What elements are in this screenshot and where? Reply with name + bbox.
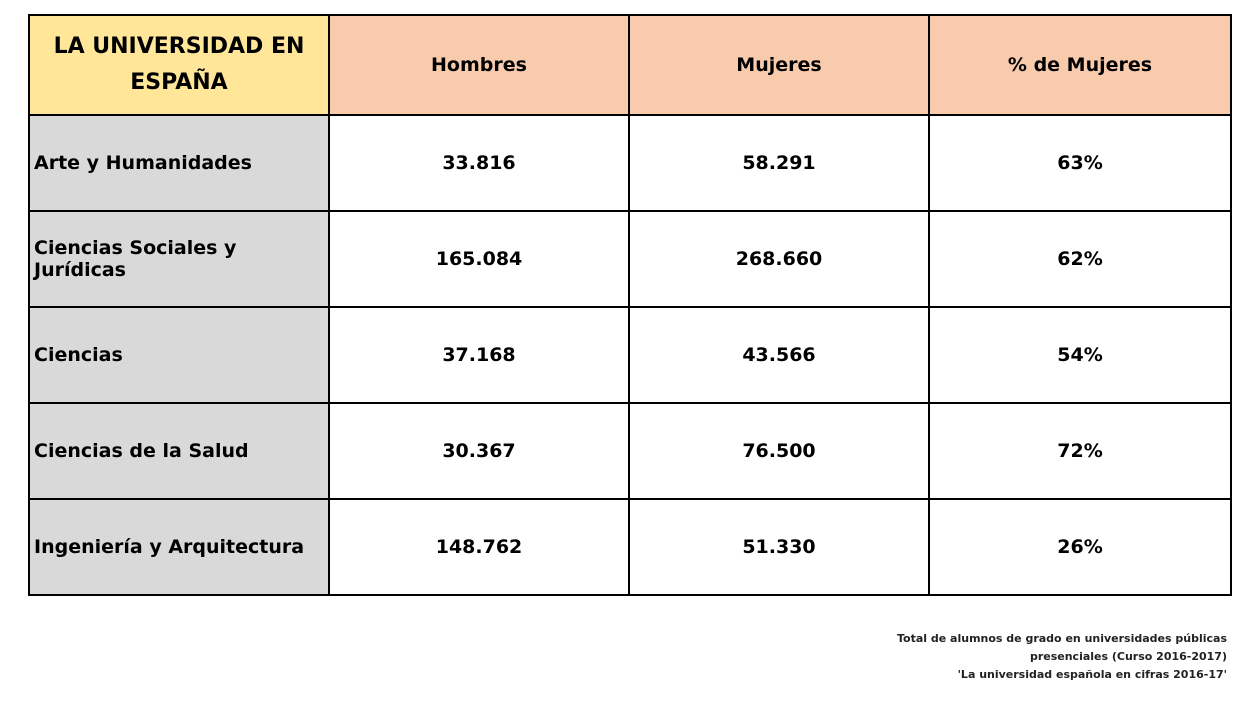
cell-mujeres: 51.330 [628, 498, 930, 596]
row-label: Ingeniería y Arquitectura [28, 498, 330, 596]
cell-pct-mujeres: 54% [928, 306, 1232, 404]
cell-mujeres: 76.500 [628, 402, 930, 500]
row-label: Arte y Humanidades [28, 114, 330, 212]
source-footnote: Total de alumnos de grado en universidad… [897, 630, 1227, 684]
cell-mujeres: 43.566 [628, 306, 930, 404]
table-row: Ingeniería y Arquitectura 148.762 51.330… [28, 498, 1232, 596]
row-label: Ciencias de la Salud [28, 402, 330, 500]
cell-mujeres: 268.660 [628, 210, 930, 308]
column-header-mujeres: Mujeres [628, 14, 930, 116]
cell-hombres: 148.762 [328, 498, 630, 596]
table-row: Ciencias 37.168 43.566 54% [28, 306, 1232, 404]
footnote-line: Total de alumnos de grado en universidad… [897, 632, 1227, 645]
cell-hombres: 30.367 [328, 402, 630, 500]
table-row: Ciencias de la Salud 30.367 76.500 72% [28, 402, 1232, 500]
table-body: Arte y Humanidades 33.816 58.291 63% Cie… [28, 114, 1232, 596]
column-header-pct-mujeres: % de Mujeres [928, 14, 1232, 116]
table-header: LA UNIVERSIDAD EN ESPAÑA Hombres Mujeres… [28, 14, 1232, 116]
table-title-cell: LA UNIVERSIDAD EN ESPAÑA [28, 14, 330, 116]
footnote-line: 'La universidad española en cifras 2016-… [957, 668, 1227, 681]
cell-hombres: 37.168 [328, 306, 630, 404]
row-label: Ciencias Sociales y Jurídicas [28, 210, 330, 308]
row-label: Ciencias [28, 306, 330, 404]
header-row: LA UNIVERSIDAD EN ESPAÑA Hombres Mujeres… [28, 14, 1232, 116]
table-row: Ciencias Sociales y Jurídicas 165.084 26… [28, 210, 1232, 308]
cell-pct-mujeres: 62% [928, 210, 1232, 308]
university-gender-table: LA UNIVERSIDAD EN ESPAÑA Hombres Mujeres… [28, 14, 1232, 596]
cell-hombres: 165.084 [328, 210, 630, 308]
cell-pct-mujeres: 26% [928, 498, 1232, 596]
footnote-line: presenciales (Curso 2016-2017) [1029, 650, 1227, 663]
cell-pct-mujeres: 72% [928, 402, 1232, 500]
cell-pct-mujeres: 63% [928, 114, 1232, 212]
cell-hombres: 33.816 [328, 114, 630, 212]
table-row: Arte y Humanidades 33.816 58.291 63% [28, 114, 1232, 212]
cell-mujeres: 58.291 [628, 114, 930, 212]
column-header-hombres: Hombres [328, 14, 630, 116]
